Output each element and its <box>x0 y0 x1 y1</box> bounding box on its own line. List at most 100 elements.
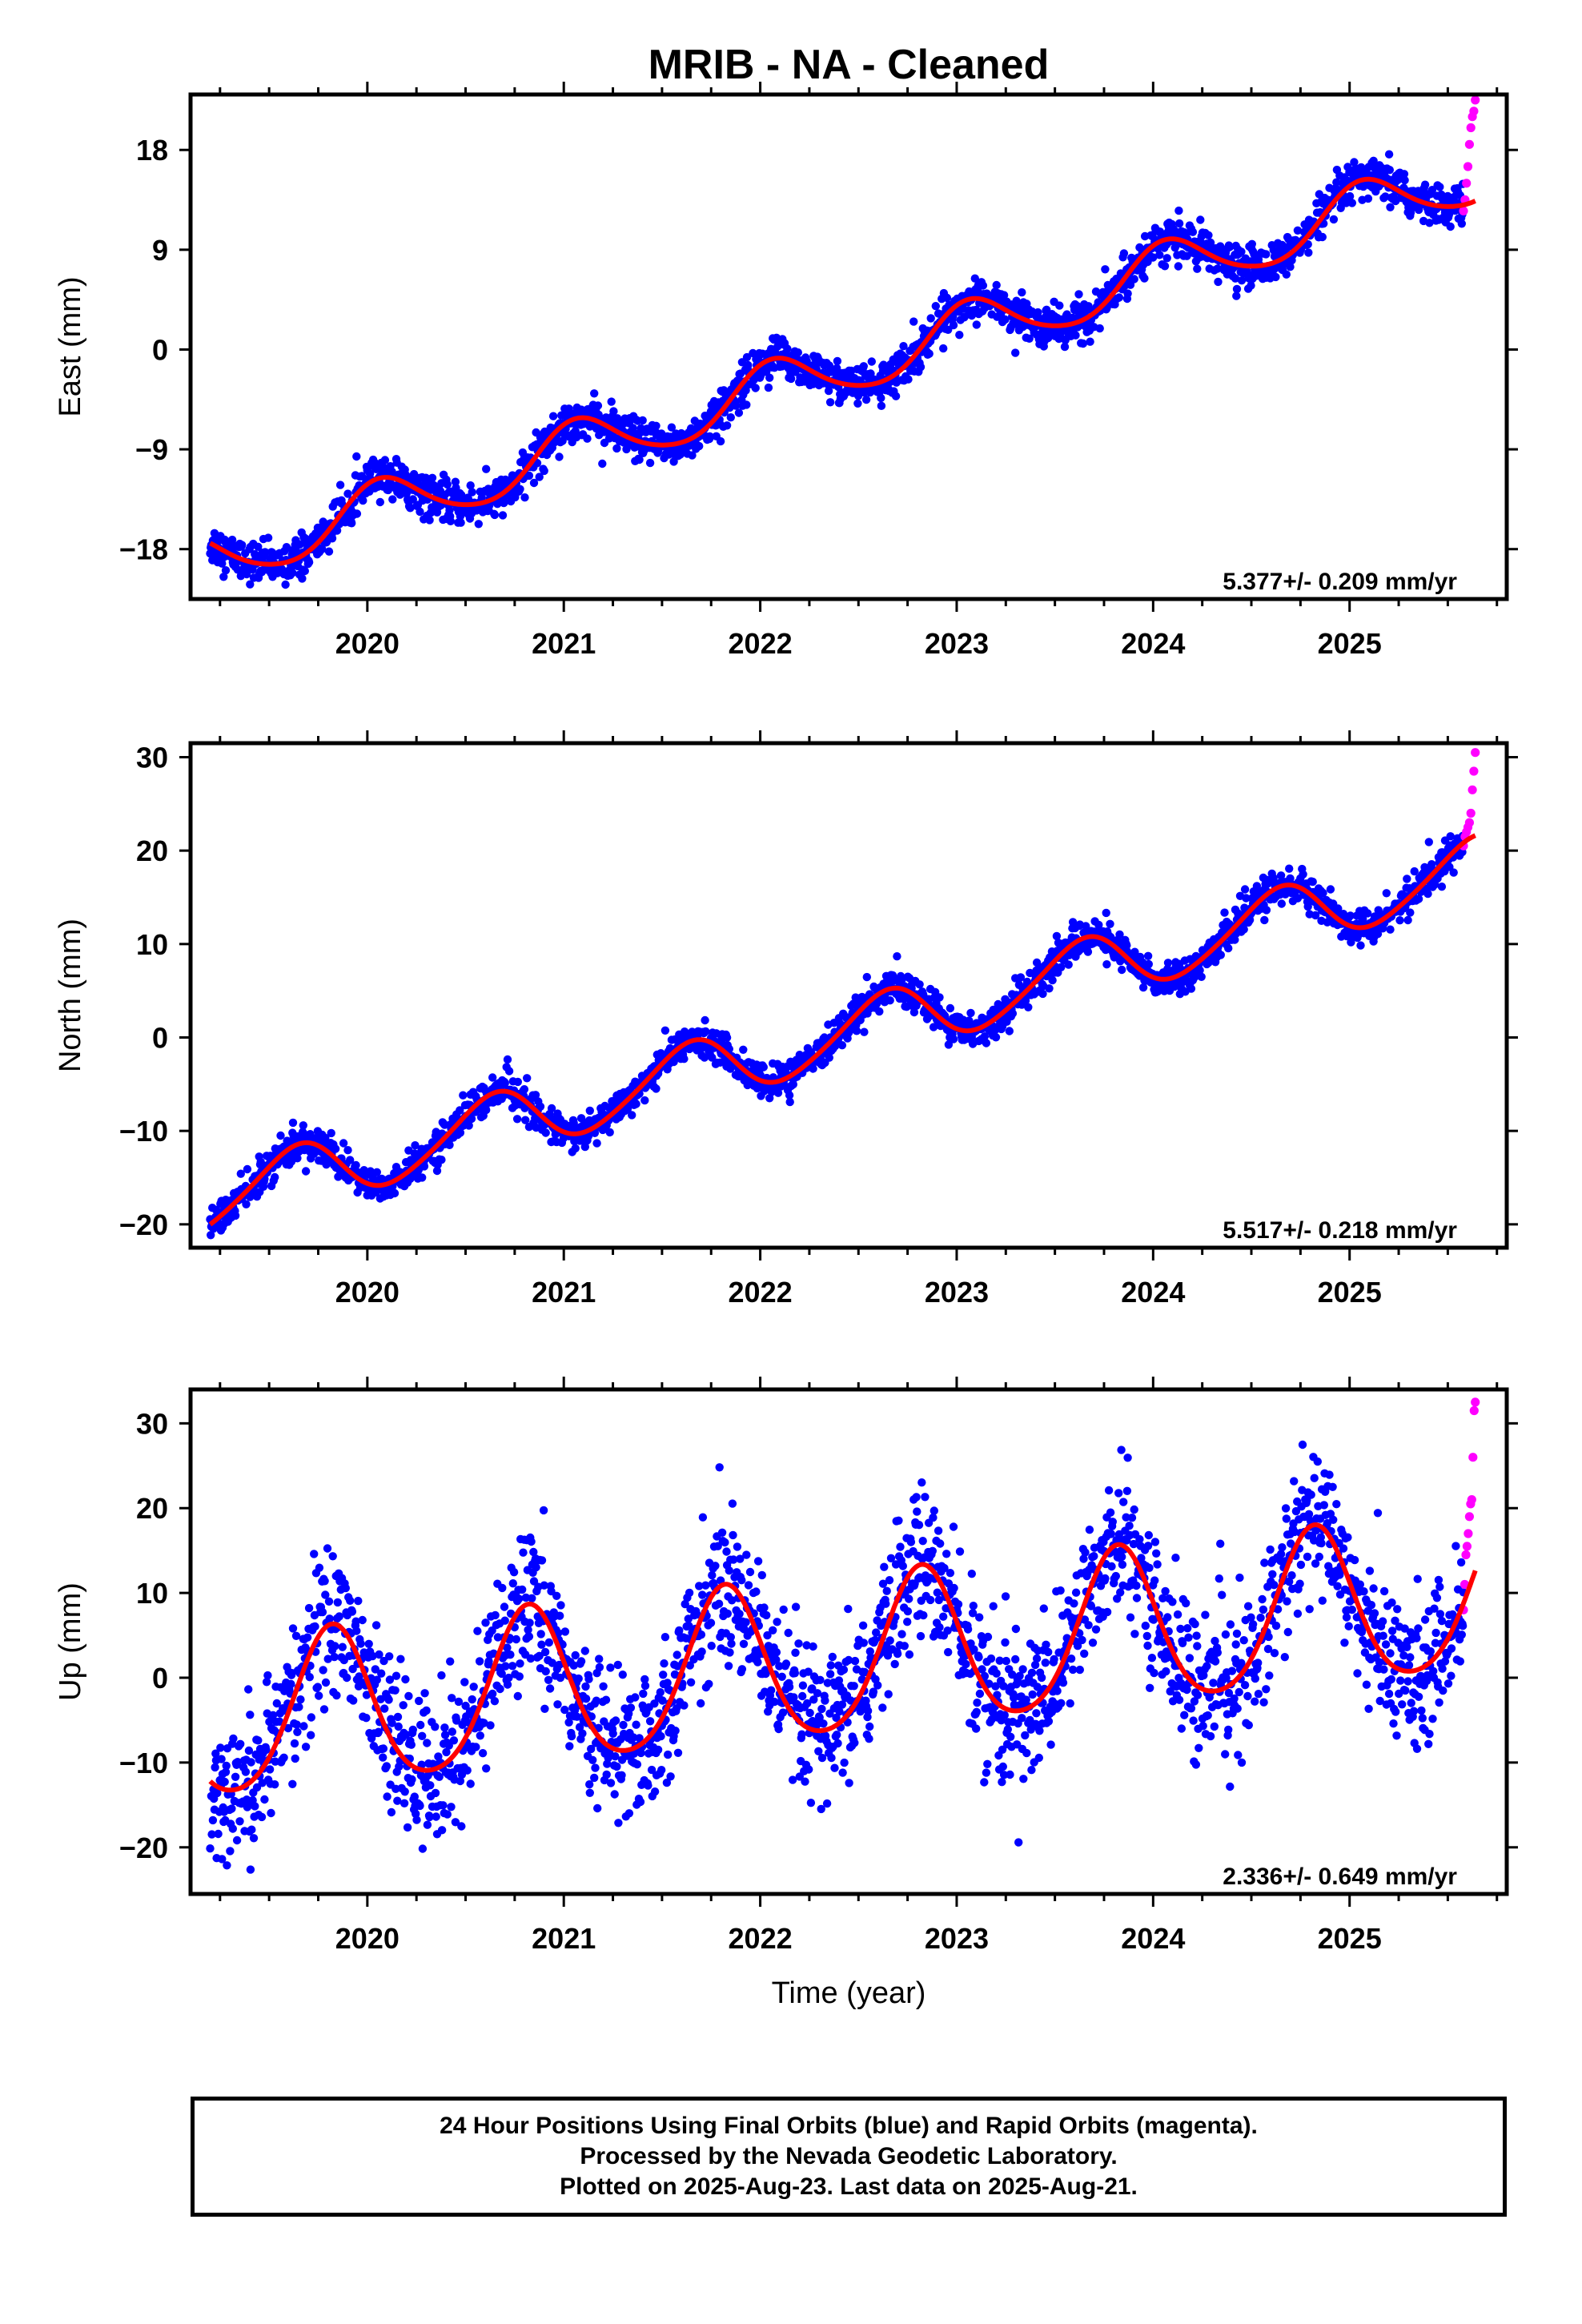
final-orbit-point <box>726 413 735 422</box>
final-orbit-point <box>521 1116 530 1124</box>
final-orbit-point <box>456 518 465 527</box>
final-orbit-point <box>337 499 347 509</box>
rapid-orbit-points <box>1459 748 1480 850</box>
final-orbit-point <box>335 480 345 489</box>
final-orbit-point <box>645 458 655 468</box>
final-orbit-points <box>206 1440 1468 1874</box>
final-orbit-point <box>416 1801 424 1811</box>
final-orbit-point <box>440 1723 449 1732</box>
final-orbit-point <box>1282 270 1291 279</box>
final-orbit-point <box>362 1691 371 1699</box>
final-orbit-point <box>1350 158 1359 167</box>
final-orbit-point <box>1224 943 1233 953</box>
final-orbit-point <box>1162 254 1171 263</box>
final-orbit-point <box>279 1753 288 1762</box>
final-orbit-point <box>1163 964 1172 974</box>
final-orbit-point <box>463 1766 472 1775</box>
final-orbit-point <box>327 1128 335 1138</box>
final-orbit-point <box>773 1088 783 1097</box>
final-orbit-point <box>909 1007 919 1017</box>
y-tick-label: 30 <box>136 742 168 774</box>
final-orbit-point <box>1038 989 1047 999</box>
final-orbit-point <box>406 504 415 513</box>
final-orbit-point <box>325 1614 334 1623</box>
final-orbit-point <box>607 397 616 406</box>
final-orbit-point <box>333 1598 342 1607</box>
final-orbit-point <box>852 1027 861 1035</box>
final-orbit-point <box>991 1033 1001 1042</box>
final-orbit-point <box>584 1132 592 1141</box>
final-orbit-point <box>1130 947 1139 956</box>
final-orbit-point <box>291 1631 301 1640</box>
y-tick-label: −10 <box>119 1115 168 1148</box>
final-orbit-point <box>371 1665 379 1674</box>
final-orbit-point <box>972 320 982 329</box>
final-orbit-point <box>318 1607 327 1617</box>
final-orbit-point <box>401 1675 410 1684</box>
final-orbit-point <box>235 1817 244 1826</box>
final-orbit-point <box>949 1035 958 1043</box>
final-orbit-point <box>385 1675 395 1684</box>
final-orbit-point <box>365 469 375 478</box>
y-axis-label: East (mm) <box>54 276 87 416</box>
final-orbit-point <box>244 1746 254 1755</box>
final-orbit-point <box>412 1815 421 1824</box>
final-orbit-point <box>1424 838 1434 846</box>
final-orbit-point <box>412 1809 420 1819</box>
final-orbit-point <box>475 1657 484 1666</box>
final-orbit-point <box>1260 915 1269 925</box>
final-orbit-point <box>1024 1003 1033 1012</box>
final-orbit-point <box>467 1114 476 1124</box>
final-orbit-point <box>1332 178 1341 187</box>
final-orbit-point <box>652 1084 661 1093</box>
final-orbit-point <box>695 441 704 451</box>
final-orbit-point <box>1247 239 1257 248</box>
final-orbit-point <box>916 363 926 372</box>
final-orbit-point <box>661 1026 670 1035</box>
final-orbit-point <box>825 398 835 407</box>
final-orbit-point <box>482 1105 491 1115</box>
final-orbit-point <box>1144 959 1154 969</box>
final-orbit-point <box>1345 191 1355 201</box>
final-orbit-point <box>1094 920 1103 930</box>
final-orbit-point <box>307 1731 315 1739</box>
final-orbit-point <box>1382 889 1391 898</box>
final-orbit-point <box>1386 203 1395 211</box>
final-orbit-point <box>793 348 802 357</box>
final-orbit-point <box>939 344 948 353</box>
final-orbit-point <box>390 1188 400 1198</box>
final-orbit-point <box>263 1671 272 1680</box>
final-orbit-point <box>590 389 599 398</box>
final-orbit-point <box>1188 227 1198 236</box>
final-orbit-point <box>304 1603 314 1613</box>
final-orbit-point <box>379 1753 387 1762</box>
final-orbit-point <box>347 1607 357 1616</box>
final-orbit-point <box>448 1694 456 1703</box>
final-orbit-point <box>877 401 886 410</box>
final-orbit-point <box>1356 941 1365 950</box>
final-orbit-point <box>292 1720 301 1729</box>
final-orbit-point <box>722 1033 732 1042</box>
plot-frame <box>188 741 1509 1250</box>
final-orbit-point <box>420 1162 429 1171</box>
final-orbit-point <box>404 1691 413 1701</box>
final-orbit-point <box>583 434 592 443</box>
final-orbit-point <box>331 1144 340 1153</box>
final-orbit-point <box>1399 170 1409 179</box>
final-orbit-point <box>891 392 901 400</box>
final-orbit-point <box>833 364 841 372</box>
final-orbit-point <box>785 1091 794 1100</box>
final-orbit-point <box>228 1824 237 1833</box>
final-orbit-point <box>1457 219 1467 228</box>
final-orbit-point <box>315 1691 323 1700</box>
x-tick-label: 2021 <box>532 627 596 660</box>
final-orbit-point <box>999 291 1009 300</box>
final-orbit-point <box>825 1053 834 1062</box>
final-orbit-point <box>242 1200 251 1209</box>
final-orbit-point <box>287 1679 295 1688</box>
final-orbit-point <box>408 1775 416 1784</box>
final-orbit-point <box>1425 219 1434 227</box>
final-orbit-point <box>347 519 356 528</box>
final-orbit-point <box>301 1167 311 1176</box>
final-orbit-point <box>246 580 255 589</box>
